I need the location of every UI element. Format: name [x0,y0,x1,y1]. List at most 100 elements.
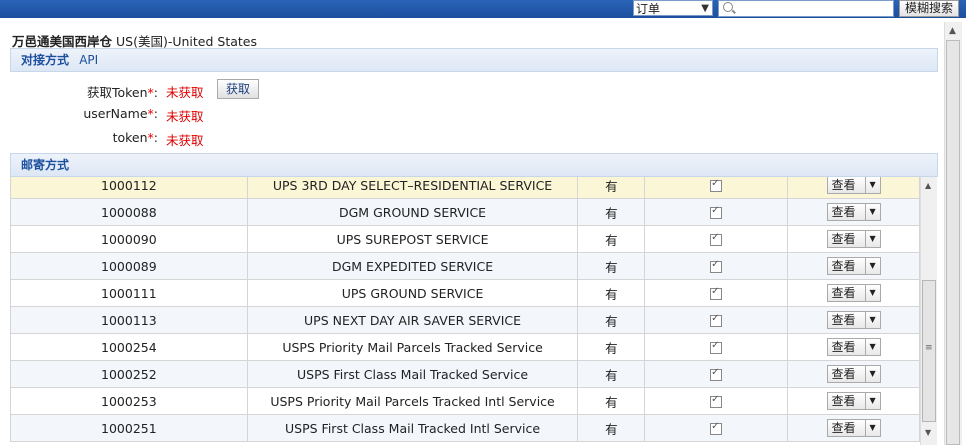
shipping-availability: 有 [577,387,646,415]
table-row: 1000112 UPS 3RD DAY SELECT–RESIDENTIAL SE… [10,177,920,199]
chevron-down-icon[interactable]: ▼ [864,204,880,220]
shipping-name: USPS First Class Mail Tracked Service [246,360,579,388]
chevron-down-icon[interactable]: ▼ [864,258,880,274]
grip-icon: ≡ [925,343,933,353]
page-scroll-thumb[interactable] [946,40,960,445]
token-value: 未获取 [166,133,204,148]
table-row: 1000252 USPS First Class Mail Tracked Ser… [10,360,920,388]
table-scroll-thumb[interactable] [922,280,936,422]
chevron-down-icon[interactable]: ▼ [864,420,880,436]
view-button[interactable]: 查看 ▼ [826,338,881,356]
token-fetch-value: 未获取 [166,85,204,100]
enabled-checkbox[interactable] [710,394,723,408]
chevron-down-icon[interactable]: ▼ [864,231,880,247]
shipping-availability: 有 [577,198,646,226]
view-button[interactable]: 查看 ▼ [826,392,881,410]
view-button[interactable]: 查看 ▼ [826,419,881,437]
view-button[interactable]: 查看 ▼ [826,203,881,221]
action-cell: 查看 ▼ [787,252,920,280]
table-row: 1000251 USPS First Class Mail Tracked Int… [10,414,920,442]
chevron-down-icon[interactable]: ▼ [864,366,880,382]
username-value: 未获取 [166,109,204,124]
connect-panel-header: 对接方式 API [10,48,938,72]
token-fetch-label: 获取Token*: [86,85,158,100]
enabled-checkbox[interactable] [710,178,723,192]
warehouse-region: US(美国)-United States [116,34,257,49]
shipping-availability: 有 [577,360,646,388]
enabled-checkbox[interactable] [710,286,723,300]
enabled-cell [644,333,789,361]
shipping-code: 1000252 [10,360,248,388]
scroll-down-icon[interactable]: ▼ [925,428,932,437]
view-button[interactable]: 查看 ▼ [826,257,881,275]
table-row: 1000253 USPS Priority Mail Parcels Tracke… [10,387,920,415]
view-button[interactable]: 查看 ▼ [826,177,881,194]
shipping-code: 1000251 [10,414,248,442]
get-token-button[interactable]: 获取 [217,79,259,99]
chevron-down-icon[interactable]: ▼ [864,285,880,301]
enabled-checkbox[interactable] [710,232,723,246]
scroll-up-icon[interactable]: ▲ [925,181,932,190]
enabled-checkbox[interactable] [710,205,723,219]
action-cell: 查看 ▼ [787,333,920,361]
shipping-code: 1000088 [10,198,248,226]
enabled-cell [644,360,789,388]
chevron-down-icon[interactable]: ▼ [864,339,880,355]
shipping-availability: 有 [577,333,646,361]
connect-mode: API [79,53,99,67]
view-button[interactable]: 查看 ▼ [826,311,881,329]
enabled-cell [644,279,789,307]
page-scrollbar[interactable]: ▲ [944,22,962,445]
enabled-checkbox[interactable] [710,421,723,435]
action-cell: 查看 ▼ [787,279,920,307]
table-scrollbar[interactable]: ▲ ≡ ▼ [920,177,937,445]
category-select[interactable]: 订单 ▼ [633,0,713,16]
shipping-code: 1000111 [10,279,248,307]
shipping-code: 1000089 [10,252,248,280]
fuzzy-search-button[interactable]: 模糊搜索 [899,0,959,17]
action-cell: 查看 ▼ [787,177,920,199]
shipping-name: DGM EXPEDITED SERVICE [246,252,579,280]
category-select-value: 订单 [636,2,661,16]
enabled-checkbox[interactable] [710,340,723,354]
enabled-checkbox[interactable] [710,313,723,327]
shipping-name: USPS Priority Mail Parcels Tracked Intl … [246,387,579,415]
warehouse-name: 万邑通美国西岸仓 [12,34,113,49]
shipping-code: 1000254 [10,333,248,361]
shipping-name: UPS NEXT DAY AIR SAVER SERVICE [246,306,579,334]
view-button[interactable]: 查看 ▼ [826,284,881,302]
shipping-name: USPS First Class Mail Tracked Intl Servi… [246,414,579,442]
shipping-name: UPS GROUND SERVICE [246,279,579,307]
enabled-cell [644,198,789,226]
shipping-availability: 有 [577,306,646,334]
enabled-checkbox[interactable] [710,367,723,381]
search-icon [723,2,733,12]
scroll-up-icon[interactable]: ▲ [949,26,956,36]
action-cell: 查看 ▼ [787,414,920,442]
chevron-down-icon[interactable]: ▼ [864,177,880,193]
action-cell: 查看 ▼ [787,360,920,388]
enabled-checkbox[interactable] [710,259,723,273]
search-input[interactable] [718,0,894,17]
action-cell: 查看 ▼ [787,225,920,253]
username-label: userName*: [83,106,158,121]
chevron-down-icon[interactable]: ▼ [864,393,880,409]
shipping-table-viewport: 1000112 UPS 3RD DAY SELECT–RESIDENTIAL SE… [10,177,938,445]
view-button[interactable]: 查看 ▼ [826,230,881,248]
enabled-cell [644,306,789,334]
shipping-code: 1000253 [10,387,248,415]
enabled-cell [644,177,789,199]
table-row: 1000254 USPS Priority Mail Parcels Tracke… [10,333,920,361]
shipping-name: USPS Priority Mail Parcels Tracked Servi… [246,333,579,361]
chevron-down-icon[interactable]: ▼ [864,312,880,328]
token-label: token*: [112,130,158,145]
view-button[interactable]: 查看 ▼ [826,365,881,383]
enabled-cell [644,252,789,280]
shipping-code: 1000113 [10,306,248,334]
shipping-availability: 有 [577,414,646,442]
shipping-panel-header: 邮寄方式 [10,153,938,177]
